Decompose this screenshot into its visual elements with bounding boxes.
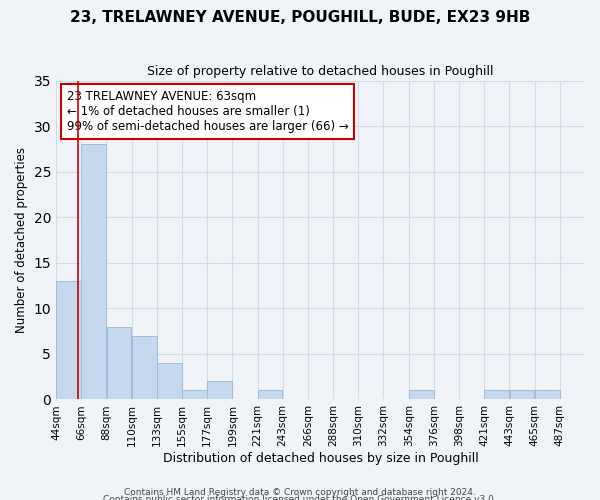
Bar [82,144,106,400]
Bar [535,390,560,400]
Bar [208,381,232,400]
Bar [409,390,434,400]
Bar [509,390,535,400]
X-axis label: Distribution of detached houses by size in Poughill: Distribution of detached houses by size … [163,452,478,465]
Text: Contains HM Land Registry data © Crown copyright and database right 2024.: Contains HM Land Registry data © Crown c… [124,488,476,497]
Bar [258,390,283,400]
Text: 23, TRELAWNEY AVENUE, POUGHILL, BUDE, EX23 9HB: 23, TRELAWNEY AVENUE, POUGHILL, BUDE, EX… [70,10,530,25]
Bar [157,363,182,400]
Title: Size of property relative to detached houses in Poughill: Size of property relative to detached ho… [147,65,494,78]
Text: 23 TRELAWNEY AVENUE: 63sqm
← 1% of detached houses are smaller (1)
99% of semi-d: 23 TRELAWNEY AVENUE: 63sqm ← 1% of detac… [67,90,349,133]
Bar [132,336,157,400]
Bar [182,390,207,400]
Bar [56,281,81,400]
Bar [107,326,131,400]
Text: Contains public sector information licensed under the Open Government Licence v3: Contains public sector information licen… [103,496,497,500]
Y-axis label: Number of detached properties: Number of detached properties [15,147,28,333]
Bar [484,390,509,400]
